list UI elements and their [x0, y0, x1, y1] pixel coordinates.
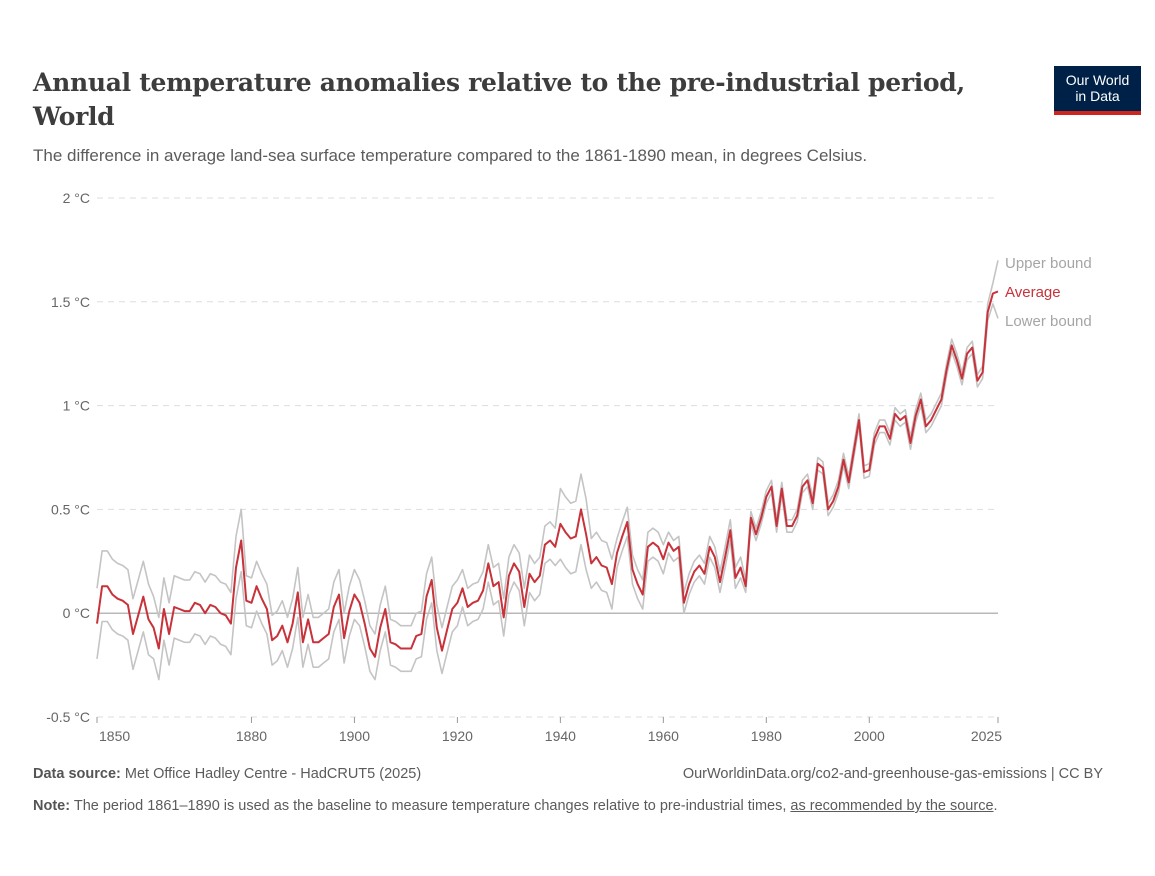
- chart-title: Annual temperature anomalies relative to…: [33, 68, 965, 131]
- x-tick-label: 2000: [854, 728, 885, 744]
- url-license[interactable]: OurWorldinData.org/co2-and-greenhouse-ga…: [682, 766, 1103, 782]
- y-tick-label: 2 °C: [63, 190, 90, 206]
- y-tick-label: -0.5 °C: [46, 709, 90, 725]
- x-tick-label: 1880: [236, 728, 267, 744]
- x-tick-label: 1850: [99, 728, 130, 744]
- y-tick-label: 1 °C: [63, 398, 90, 414]
- x-tick-label: 1960: [648, 728, 679, 744]
- series-line-upper-bound[interactable]: [96, 260, 999, 635]
- x-tick-label: 1920: [442, 728, 473, 744]
- source-label: Data source:: [33, 766, 121, 782]
- chart-subtitle: The difference in average land-sea surfa…: [33, 146, 868, 165]
- note-end: .: [993, 798, 998, 814]
- data-source: Data source: Met Office Hadley Centre - …: [33, 766, 421, 782]
- owid-logo[interactable]: Our World in Data: [1054, 66, 1141, 115]
- x-tick-label: 1980: [751, 728, 782, 744]
- series-line-average[interactable]: [96, 290, 999, 658]
- note-text: The period 1861–1890 is used as the base…: [73, 798, 791, 814]
- source-text: Met Office Hadley Centre - HadCRUT5 (202…: [124, 766, 422, 782]
- y-tick-label: 1.5 °C: [51, 294, 90, 310]
- legend-label-average: Average: [1005, 284, 1061, 301]
- x-tick-label: 1900: [339, 728, 370, 744]
- series-line-lower-bound[interactable]: [96, 303, 999, 681]
- logo-text: Our World in Data: [1065, 72, 1130, 104]
- note: Note: The period 1861–1890 is used as th…: [33, 795, 1113, 817]
- note-link[interactable]: as recommended by the source: [790, 798, 994, 814]
- legend-label-lower-bound: Lower bound: [1005, 313, 1092, 330]
- y-tick-label: 0.5 °C: [51, 501, 90, 517]
- x-tick-label: 2025: [971, 728, 1002, 744]
- x-tick-label: 1940: [545, 728, 576, 744]
- legend-label-upper-bound: Upper bound: [1005, 255, 1092, 272]
- note-label: Note:: [33, 798, 71, 814]
- y-tick-label: 0 °C: [63, 605, 90, 621]
